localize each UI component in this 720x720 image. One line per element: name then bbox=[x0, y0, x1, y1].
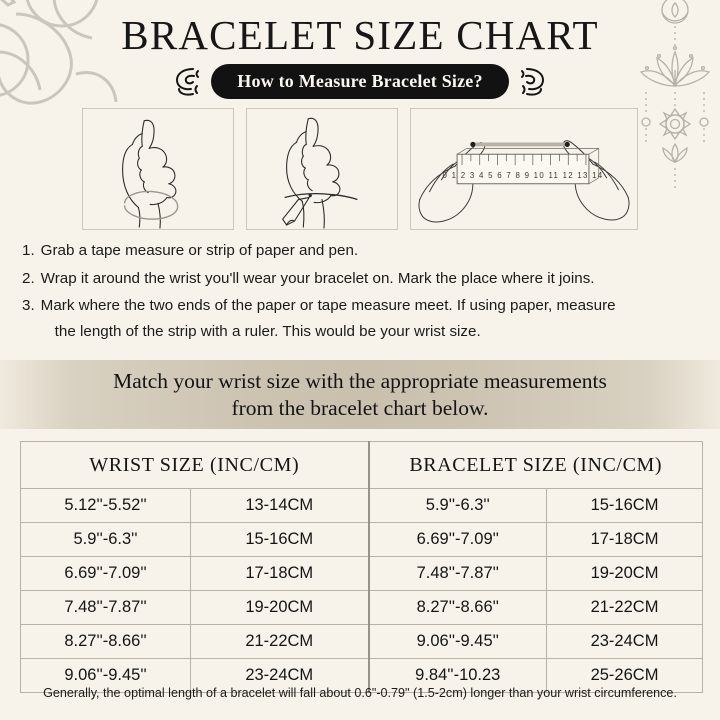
cell-bracelet-in: 9.84''-10.23 bbox=[367, 658, 548, 693]
header-wrist-size: WRIST SIZE (INC/CM) bbox=[19, 441, 370, 489]
step-2-number: 2. bbox=[22, 269, 35, 287]
step-3-text-continued: the length of the strip with a ruler. Th… bbox=[54, 322, 481, 340]
table-row: 5.12''-5.52'' 13-14CM 5.9''-6.3'' 15-16C… bbox=[20, 488, 704, 523]
step-2-text: Wrap it around the wrist you'll wear you… bbox=[40, 269, 595, 287]
step-2: 2. Wrap it around the wrist you'll wear … bbox=[22, 266, 712, 292]
cell-bracelet-cm: 17-18CM bbox=[546, 522, 704, 557]
step-1-number: 1. bbox=[22, 242, 35, 259]
right-flourish-icon bbox=[520, 67, 544, 96]
step-3-text: Mark where the two ends of the paper or … bbox=[40, 297, 616, 314]
step-3-number: 3. bbox=[22, 297, 35, 314]
page-title: BRACELET SIZE CHART bbox=[121, 12, 599, 58]
cell-bracelet-in: 6.69''-7.09'' bbox=[367, 522, 548, 557]
cell-wrist-cm: 17-18CM bbox=[189, 556, 370, 591]
cell-wrist-in: 7.48''-7.87'' bbox=[20, 590, 191, 625]
cell-wrist-cm: 15-16CM bbox=[189, 522, 370, 557]
cell-bracelet-cm: 23-24CM bbox=[546, 624, 704, 659]
match-size-banner: Match your wrist size with the appropria… bbox=[0, 360, 720, 429]
cell-wrist-in: 8.27''-8.66'' bbox=[20, 624, 191, 659]
cell-wrist-in: 6.69''-7.09'' bbox=[20, 556, 191, 591]
table-header-row: WRIST SIZE (INC/CM) BRACELET SIZE (INC/C… bbox=[19, 441, 704, 489]
table-row: 5.9''-6.3'' 15-16CM 6.69''-7.09'' 17-18C… bbox=[20, 522, 704, 557]
header-bracelet-size: BRACELET SIZE (INC/CM) bbox=[367, 441, 704, 489]
cell-bracelet-in: 9.06''-9.45'' bbox=[367, 624, 548, 659]
instruction-steps: 1. Grab a tape measure or strip of paper… bbox=[22, 238, 712, 346]
table-row: 9.06''-9.45'' 23-24CM 9.84''-10.23 25-26… bbox=[20, 658, 704, 693]
cell-wrist-in: 9.06''-9.45'' bbox=[20, 658, 191, 693]
illustration-hand-with-strip-and-pen bbox=[246, 108, 398, 230]
size-chart-table: WRIST SIZE (INC/CM) BRACELET SIZE (INC/C… bbox=[19, 441, 704, 693]
step-1: 1. Grab a tape measure or strip of paper… bbox=[22, 238, 712, 264]
table-row: 7.48''-7.87'' 19-20CM 8.27''-8.66'' 21-2… bbox=[20, 590, 704, 625]
banner-line-2: from the bracelet chart below. bbox=[231, 395, 489, 420]
step-3: 3. Mark where the two ends of the paper … bbox=[22, 293, 712, 344]
left-flourish-icon bbox=[176, 67, 200, 96]
cell-bracelet-cm: 19-20CM bbox=[546, 556, 704, 591]
cell-wrist-in: 5.9''-6.3'' bbox=[20, 522, 191, 557]
cell-bracelet-cm: 15-16CM bbox=[546, 488, 704, 523]
footer-note: Generally, the optimal length of a brace… bbox=[43, 686, 677, 700]
table-row: 6.69''-7.09'' 17-18CM 7.48''-7.87'' 19-2… bbox=[20, 556, 704, 591]
table-row: 8.27''-8.66'' 21-22CM 9.06''-9.45'' 23-2… bbox=[20, 624, 704, 659]
subtitle-badge-row: How to Measure Bracelet Size? bbox=[0, 64, 720, 99]
banner-line-1: Match your wrist size with the appropria… bbox=[113, 368, 607, 393]
illustration-hands-measuring-with-ruler: 0 1 2 3 4 5 6 7 8 9 10 11 12 13 14 bbox=[410, 108, 638, 230]
cell-bracelet-in: 5.9''-6.3'' bbox=[367, 488, 548, 523]
cell-wrist-cm: 13-14CM bbox=[189, 488, 370, 523]
step-1-text: Grab a tape measure or strip of paper an… bbox=[40, 242, 359, 259]
cell-wrist-cm: 19-20CM bbox=[189, 590, 370, 625]
cell-bracelet-cm: 21-22CM bbox=[546, 590, 704, 625]
ruler-tick-labels: 0 1 2 3 4 5 6 7 8 9 10 11 12 13 14 bbox=[443, 171, 604, 180]
cell-wrist-cm: 23-24CM bbox=[189, 658, 370, 693]
illustration-row: 0 1 2 3 4 5 6 7 8 9 10 11 12 13 14 bbox=[0, 108, 720, 230]
size-chart-table-wrap: WRIST SIZE (INC/CM) BRACELET SIZE (INC/C… bbox=[19, 441, 704, 693]
cell-bracelet-in: 8.27''-8.66'' bbox=[367, 590, 548, 625]
cell-wrist-in: 5.12''-5.52'' bbox=[20, 488, 191, 523]
cell-bracelet-in: 7.48''-7.87'' bbox=[367, 556, 548, 591]
cell-wrist-cm: 21-22CM bbox=[189, 624, 370, 659]
how-to-measure-badge[interactable]: How to Measure Bracelet Size? bbox=[211, 64, 509, 99]
cell-bracelet-cm: 25-26CM bbox=[546, 658, 704, 693]
table-body: 5.12''-5.52'' 13-14CM 5.9''-6.3'' 15-16C… bbox=[20, 488, 704, 693]
illustration-hand-with-string bbox=[82, 108, 234, 230]
